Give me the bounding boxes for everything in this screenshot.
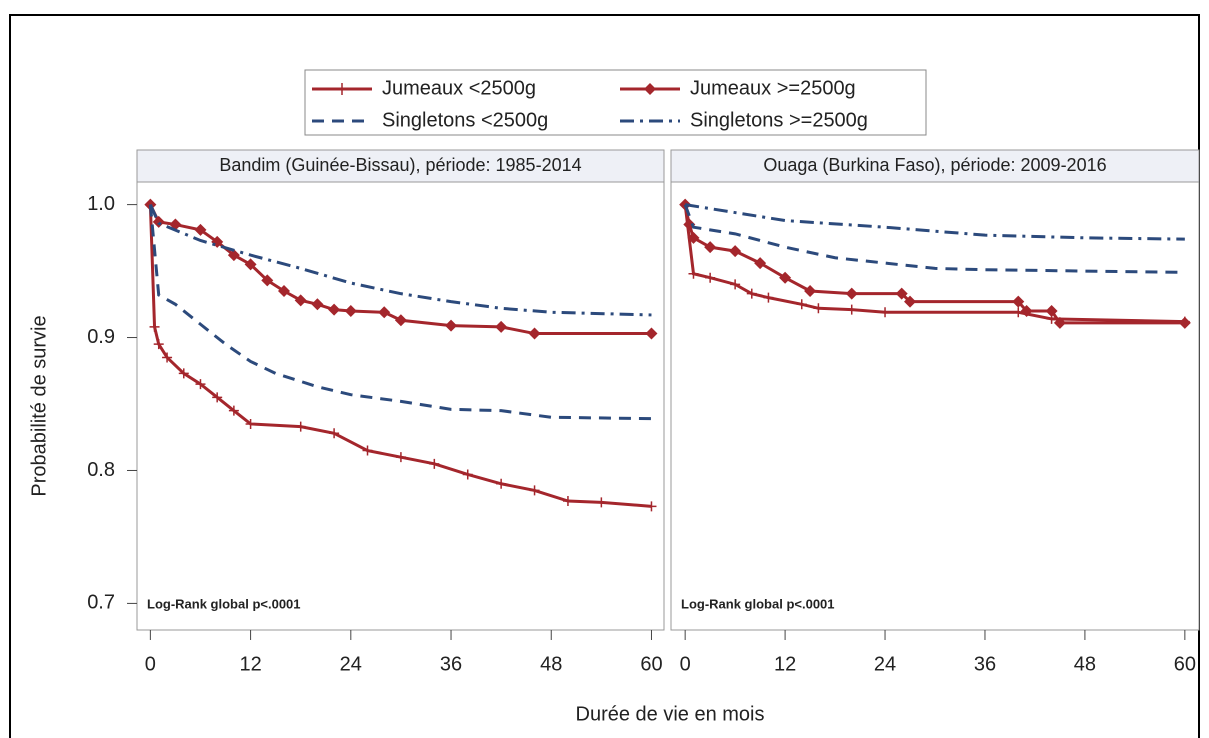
x-tick-label: 0 [145, 653, 156, 675]
plus-marker [162, 352, 173, 363]
diamond-marker [904, 295, 917, 308]
diamond-marker [445, 319, 458, 332]
legend-label: Singletons >=2500g [690, 109, 868, 131]
plus-marker [195, 379, 206, 390]
plus-marker [496, 478, 507, 489]
diamond-marker [895, 287, 908, 300]
diamond-marker [687, 231, 700, 244]
diamond-marker [152, 215, 165, 228]
plus-marker [705, 272, 716, 283]
x-tick-label: 36 [974, 653, 996, 675]
plus-marker [245, 418, 256, 429]
plus-marker [295, 421, 306, 432]
survival-curve [683, 204, 1185, 274]
diamond-marker [754, 257, 767, 270]
y-tick-label: 0.7 [87, 592, 115, 614]
plus-marker [429, 458, 440, 469]
legend-box [304, 69, 927, 136]
plus-marker [688, 268, 699, 279]
plus-marker [149, 321, 160, 332]
survival-curve [683, 204, 1185, 325]
plus-marker [529, 485, 540, 496]
plus-marker [153, 339, 164, 350]
diamond-marker [344, 304, 357, 317]
legend-label: Jumeaux <2500g [382, 77, 536, 99]
panel-header [670, 149, 1200, 183]
plus-marker [813, 303, 824, 314]
plus-marker [329, 428, 340, 439]
plus-marker [462, 469, 473, 480]
x-tick-label: 48 [540, 653, 562, 675]
diamond-marker [328, 303, 341, 316]
diamond-marker [1020, 304, 1033, 317]
diamond-marker [528, 327, 541, 340]
plus-marker [178, 368, 189, 379]
plus-marker [228, 405, 239, 416]
diamond-marker [1045, 304, 1058, 317]
plus-marker [730, 279, 741, 290]
annotation: Log-Rank global p<.0001 [681, 596, 835, 611]
plot-area [670, 181, 1200, 631]
diamond-marker [804, 285, 817, 298]
x-tick-label: 12 [239, 653, 261, 675]
diamond-marker [277, 285, 290, 298]
survival-curve [148, 204, 652, 508]
legend-label: Singletons <2500g [382, 109, 548, 131]
legend-marker [644, 83, 656, 95]
survival-curve [684, 203, 1185, 241]
diamond-marker [311, 298, 324, 311]
plus-marker [362, 445, 373, 456]
diamond-marker [378, 306, 391, 319]
plus-marker [763, 292, 774, 303]
x-tick-label: 24 [340, 653, 362, 675]
x-tick-label: 60 [640, 653, 662, 675]
y-tick-label: 1.0 [87, 193, 115, 215]
diamond-marker [394, 314, 407, 327]
diamond-marker [645, 327, 658, 340]
plus-marker [646, 501, 657, 512]
plus-marker [796, 299, 807, 310]
legend-label: Jumeaux >=2500g [690, 77, 856, 99]
diamond-marker [704, 241, 717, 254]
diamond-marker [845, 287, 858, 300]
diamond-marker [227, 249, 240, 262]
diamond-marker [495, 320, 508, 333]
panel-title: Ouaga (Burkina Faso), période: 2009-2016 [763, 155, 1106, 175]
y-tick-label: 0.8 [87, 459, 115, 481]
panel-title: Bandim (Guinée-Bissau), période: 1985-20… [219, 155, 581, 175]
plus-marker [395, 452, 406, 463]
plot-area [136, 181, 665, 631]
survival-curve [148, 203, 652, 317]
plus-marker [880, 307, 891, 318]
diamond-marker [779, 271, 792, 284]
plus-marker [846, 304, 857, 315]
diamond-marker [1178, 316, 1191, 329]
y-axis-label: Probabilité de survie [28, 315, 50, 496]
diamond-marker [1012, 295, 1025, 308]
diamond-marker [1053, 316, 1066, 329]
x-axis-label: Durée de vie en mois [576, 703, 765, 725]
diamond-marker [729, 245, 742, 258]
plus-marker [1013, 307, 1024, 318]
diamond-marker [244, 258, 257, 271]
plus-marker [212, 392, 223, 403]
y-tick-label: 0.9 [87, 326, 115, 348]
x-tick-label: 60 [1174, 653, 1196, 675]
x-tick-label: 0 [680, 653, 691, 675]
legend-marker [337, 83, 347, 95]
plus-marker [746, 288, 757, 299]
annotation: Log-Rank global p<.0001 [147, 596, 301, 611]
diamond-marker [261, 274, 274, 287]
x-tick-label: 36 [440, 653, 462, 675]
plus-marker [562, 496, 573, 507]
diamond-marker [194, 223, 207, 236]
x-tick-label: 48 [1074, 653, 1096, 675]
x-tick-label: 12 [774, 653, 796, 675]
x-tick-label: 24 [874, 653, 896, 675]
diamond-marker [294, 294, 307, 307]
plus-marker [596, 497, 607, 508]
